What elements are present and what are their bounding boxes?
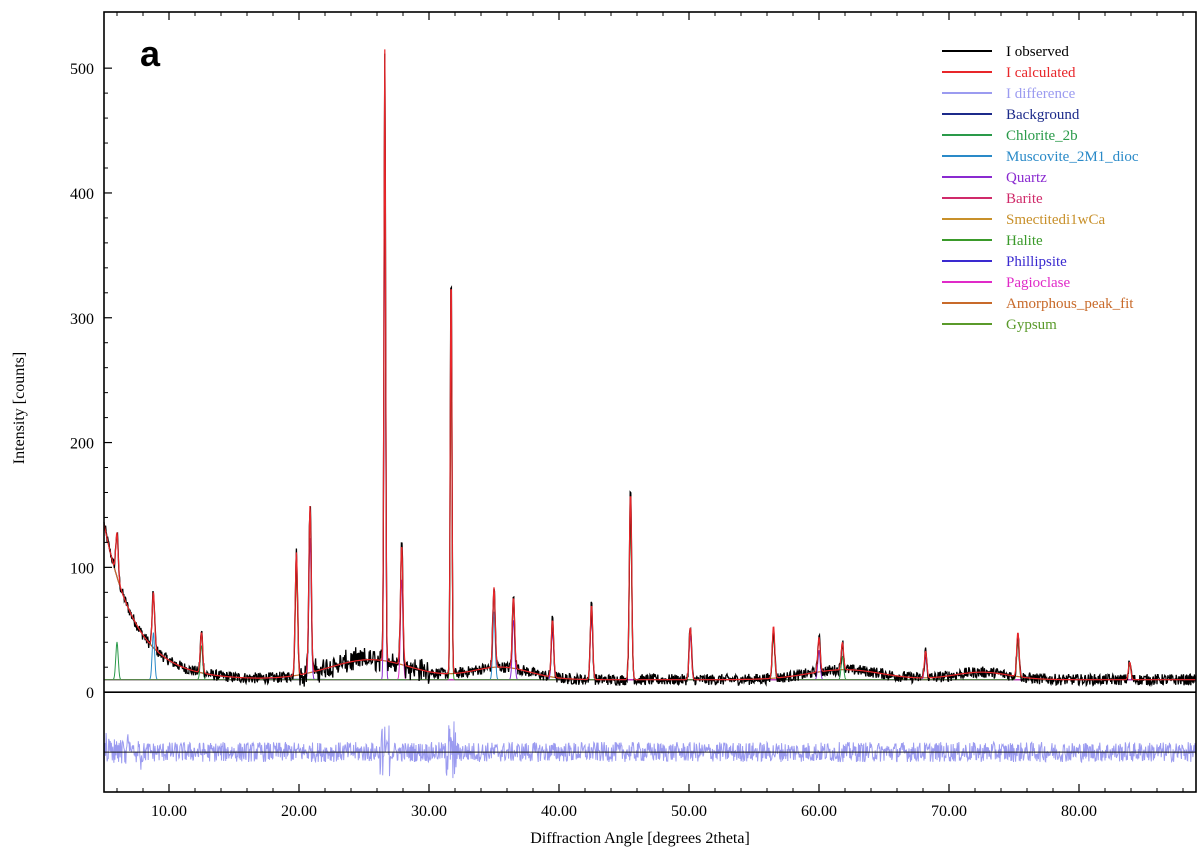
legend-label: Quartz bbox=[1006, 170, 1047, 186]
legend-label: Background bbox=[1006, 107, 1080, 123]
y-axis-label: Intensity [counts] bbox=[11, 352, 28, 464]
plot-frame bbox=[103, 11, 1197, 793]
x-tick-label: 70.00 bbox=[931, 803, 967, 820]
y-tick-label: 300 bbox=[70, 311, 94, 328]
legend-label: I calculated bbox=[1006, 65, 1076, 81]
y-tick-label: 500 bbox=[70, 61, 94, 78]
difference-curve bbox=[103, 721, 1196, 779]
x-tick-label: 50.00 bbox=[671, 803, 707, 820]
x-tick-label: 60.00 bbox=[801, 803, 837, 820]
y-tick-label: 100 bbox=[70, 560, 94, 577]
legend-label: Pagioclase bbox=[1006, 275, 1070, 291]
legend-label: Barite bbox=[1006, 191, 1043, 207]
legend-background bbox=[934, 39, 1174, 343]
phase-curve-smectitedi1wca bbox=[104, 575, 1196, 681]
legend-label: Halite bbox=[1006, 233, 1043, 249]
x-tick-label: 10.00 bbox=[151, 803, 187, 820]
y-tick-label: 0 bbox=[86, 685, 94, 702]
panel-label: a bbox=[140, 33, 161, 74]
legend-label: I difference bbox=[1006, 86, 1076, 102]
x-tick-label: 80.00 bbox=[1061, 803, 1097, 820]
x-tick-label: 40.00 bbox=[541, 803, 577, 820]
x-axis-label: Diffraction Angle [degrees 2theta] bbox=[530, 830, 750, 847]
legend-label: Amorphous_peak_fit bbox=[1006, 296, 1134, 312]
legend-label: Gypsum bbox=[1006, 317, 1057, 333]
y-tick-label: 200 bbox=[70, 436, 94, 453]
phase-curve-muscovite-2m1-dioc bbox=[104, 611, 1196, 681]
legend-label: Chlorite_2b bbox=[1006, 128, 1078, 144]
phase-curve-pagioclase bbox=[104, 579, 1196, 681]
amorphous-curve bbox=[103, 523, 1196, 681]
x-tick-label: 20.00 bbox=[281, 803, 317, 820]
legend-label: I observed bbox=[1006, 44, 1069, 60]
plot-area bbox=[103, 49, 1197, 779]
x-tick-label: 30.00 bbox=[411, 803, 447, 820]
axes: 0 100 200 300 400 500 10.00 20.00 30.00 40.00 50.0… bbox=[70, 11, 1197, 820]
legend: I observed I calculated I difference Backgr… bbox=[934, 39, 1174, 343]
legend-label: Phillipsite bbox=[1006, 254, 1067, 270]
phase-curve-halite bbox=[104, 352, 1196, 681]
legend-label: Smectitedi1wCa bbox=[1006, 212, 1105, 228]
background-curve bbox=[103, 523, 1196, 681]
y-tick-label: 400 bbox=[70, 186, 94, 203]
calculated-curve bbox=[103, 49, 1196, 681]
legend-label: Muscovite_2M1_dioc bbox=[1006, 149, 1139, 165]
